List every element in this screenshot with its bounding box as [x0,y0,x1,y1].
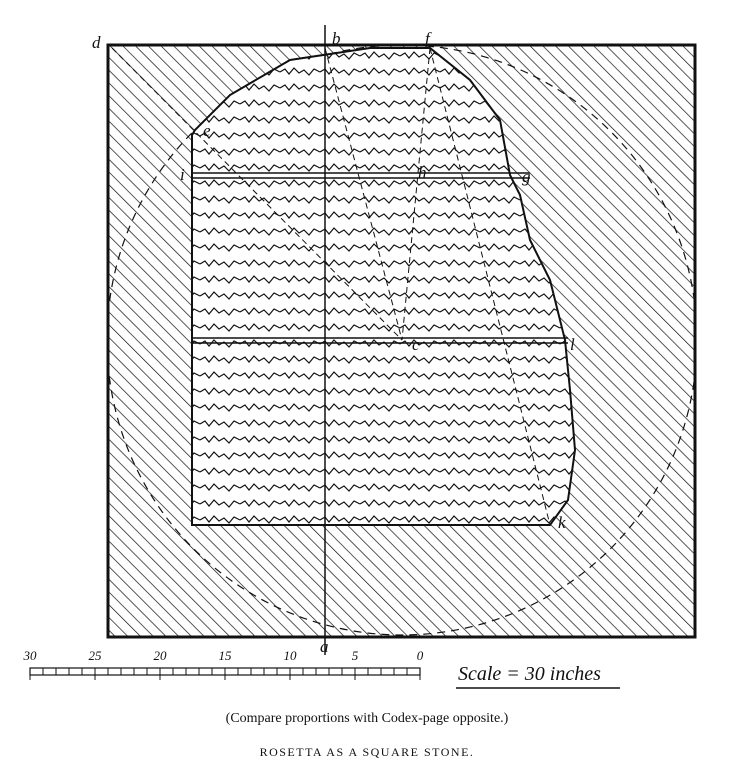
point-label: b [332,29,341,48]
title: ROSETTA AS A SQUARE STONE. [260,745,475,759]
point-labels: d b f e i h g c l k a [92,29,575,656]
square-stone [106,25,697,655]
point-label: e [203,121,211,140]
point-label: a [320,637,329,656]
point-label: g [522,167,531,186]
point-label: k [558,513,566,532]
scale-label: 15 [219,648,233,663]
point-label: l [570,335,575,354]
scale-label: 20 [154,648,168,663]
scale-label: 10 [284,648,298,663]
scale-label: 25 [89,648,103,663]
point-label: f [425,29,432,48]
caption: (Compare proportions with Codex-page opp… [226,711,509,726]
scale-bar: 30 25 20 15 10 5 0 Scale = 30 inches [23,648,620,689]
scale-title: Scale = 30 inches [458,663,601,685]
scale-label: 5 [352,648,359,663]
scale-label: 30 [23,648,38,663]
point-label: i [180,165,185,184]
point-label: c [412,335,420,354]
scale-label: 0 [417,648,424,663]
point-label: d [92,33,101,52]
point-label: h [418,163,427,182]
